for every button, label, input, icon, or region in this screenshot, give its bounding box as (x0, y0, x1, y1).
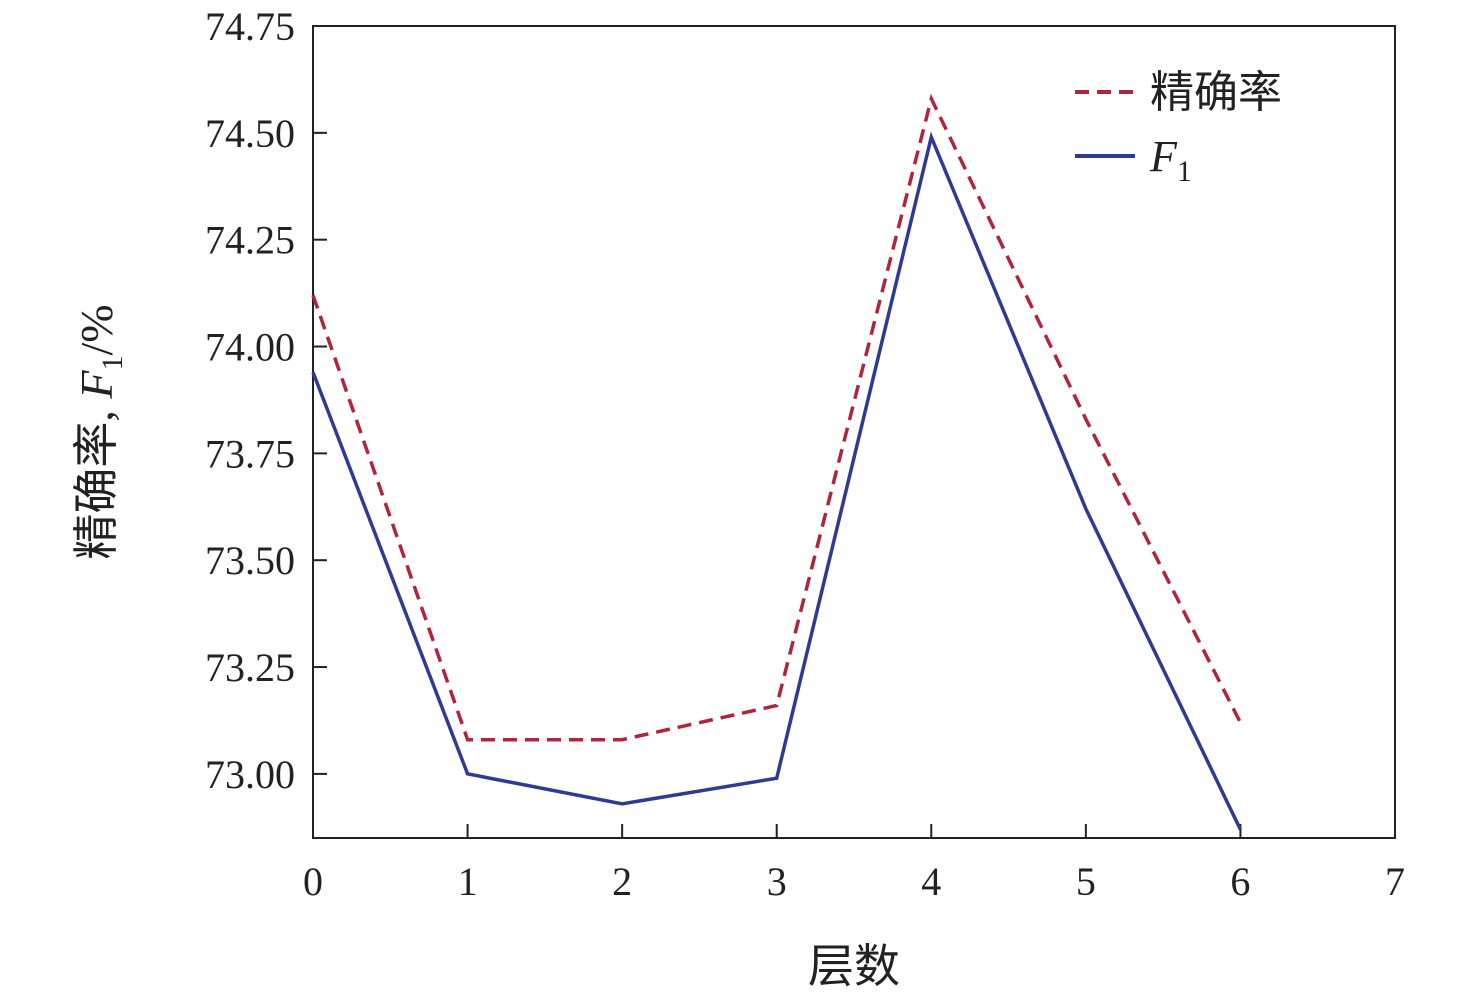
y-axis-title-suffix: /% (71, 304, 122, 355)
x-tick-label: 5 (1076, 859, 1096, 904)
y-axis-ticks: 73.00 73.25 73.50 73.75 74.00 74.25 74.50 74.75 (205, 4, 327, 797)
series-layer (311, 93, 1242, 831)
x-tick-label: 0 (303, 859, 323, 904)
x-tick-label: 7 (1385, 859, 1405, 904)
y-tick-label: 74.50 (205, 111, 295, 156)
y-axis-title: 精确率, F1/% (71, 304, 129, 559)
legend-label-text: 精确率 (1150, 68, 1282, 117)
y-tick-label: 73.75 (205, 431, 295, 476)
y-tick-label: 73.25 (205, 645, 295, 690)
x-tick-label: 1 (458, 859, 478, 904)
plot-frame (312, 25, 1396, 839)
legend-label-2: F1 (1149, 132, 1192, 188)
legend-label-sub: 1 (1177, 155, 1192, 188)
x-axis-ticks: 0 1 2 3 4 5 6 7 (303, 824, 1405, 904)
x-axis-title: 层数 (808, 941, 900, 992)
y-axis-title-sub: 1 (96, 356, 129, 371)
series-line-1 (311, 93, 1242, 742)
legend-label-1: 精确率 (1150, 68, 1282, 117)
y-tick-label: 73.00 (205, 752, 295, 797)
y-tick-label: 73.50 (205, 538, 295, 583)
x-tick-label: 4 (921, 859, 941, 904)
y-tick-label: 74.00 (205, 325, 295, 370)
y-axis-title-var: F (71, 370, 122, 400)
y-tick-label: 74.75 (205, 4, 295, 49)
x-tick-label: 2 (612, 859, 632, 904)
legend-label-var: F (1149, 132, 1178, 181)
x-tick-label: 3 (767, 859, 787, 904)
y-tick-label: 74.25 (205, 218, 295, 263)
y-axis-title-prefix: 精确率, (71, 399, 122, 560)
legend: 精确率 F1 (1075, 68, 1282, 188)
x-tick-label: 6 (1230, 859, 1250, 904)
series-line-2 (311, 131, 1242, 831)
